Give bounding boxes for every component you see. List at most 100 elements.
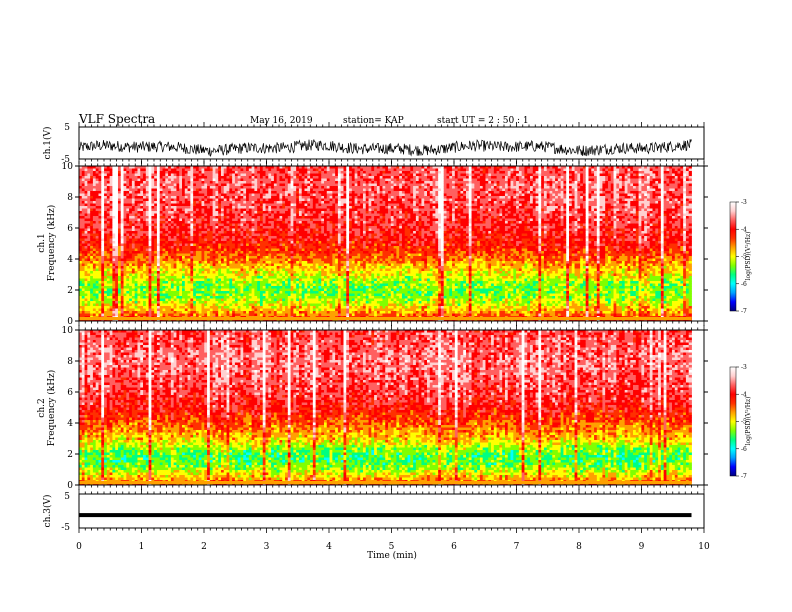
spectrogram-cell	[90, 181, 93, 184]
spectrogram-cell	[104, 254, 107, 257]
spectrogram-cell	[121, 251, 124, 254]
spectrogram-cell	[132, 169, 135, 172]
spectrogram-cell	[87, 214, 90, 217]
spectrogram-cell	[82, 229, 85, 232]
spectrogram-cell	[135, 294, 138, 297]
spectrogram-cell	[121, 284, 124, 287]
spectrogram-cell	[129, 271, 132, 274]
spectrogram-cell	[137, 249, 140, 252]
spectrogram-cell	[126, 306, 129, 309]
spectrogram-cell	[118, 241, 121, 244]
spectrogram-cell	[87, 271, 90, 274]
spectrogram-cell	[121, 206, 124, 209]
spectrogram-cell	[126, 254, 129, 257]
spectrogram-cell	[137, 214, 140, 217]
spectrogram-cell	[124, 176, 127, 179]
spectrogram-cell	[90, 179, 93, 182]
spectrogram-cell	[121, 229, 124, 232]
spectrogram-cell	[96, 291, 99, 294]
spectrogram-cell	[129, 176, 132, 179]
spectrogram-cell	[124, 229, 127, 232]
spectrogram-cell	[110, 169, 113, 172]
spectrogram-cell	[93, 236, 96, 239]
spectrogram-cell	[118, 206, 121, 209]
spectrogram-cell	[121, 286, 124, 289]
spectrogram-cell	[87, 224, 90, 227]
spectrogram-cell	[124, 309, 127, 312]
spectrogram-cell	[118, 224, 121, 227]
ch1-spectrogram	[79, 166, 692, 321]
spectrogram-cell	[82, 266, 85, 269]
spectrogram-cell	[107, 234, 110, 237]
spectrogram-cell	[126, 249, 129, 252]
spectrogram-cell	[87, 304, 90, 307]
spectrogram-cell	[93, 221, 96, 224]
spectrogram-cell	[121, 276, 124, 279]
spectrogram-cell	[118, 171, 121, 174]
spectrogram-cell	[129, 236, 132, 239]
spectrogram-cell	[93, 281, 96, 284]
spectrogram-cell	[90, 281, 93, 284]
spectrogram-cell	[129, 286, 132, 289]
spectrogram-cell	[118, 259, 121, 262]
spectrogram-cell	[87, 171, 90, 174]
spectrogram-cell	[93, 196, 96, 199]
spectrogram-cell	[93, 284, 96, 287]
spectrogram-cell	[107, 236, 110, 239]
spectrogram-cell	[98, 246, 101, 249]
spectrogram-cell	[82, 214, 85, 217]
spectrogram-cell	[137, 244, 140, 247]
spectrogram-cell	[137, 256, 140, 259]
spectrogram-cell	[101, 276, 104, 279]
spectrogram-cell	[104, 304, 107, 307]
spectrogram-cell	[85, 184, 88, 187]
spectrogram-cell	[98, 286, 101, 289]
spectrogram-cell	[96, 214, 99, 217]
spectrogram-cell	[107, 249, 110, 252]
spectrogram-cell	[110, 299, 113, 302]
spectrogram-cell	[85, 206, 88, 209]
spectrogram-cell	[118, 304, 121, 307]
spectrogram-cell	[90, 271, 93, 274]
spectrogram-cell	[104, 226, 107, 229]
spectrogram-cell	[115, 216, 118, 219]
spectrogram-cell	[104, 216, 107, 219]
spectrogram-cell	[104, 239, 107, 242]
spectrogram-cell	[115, 289, 118, 292]
spectrogram-cell	[104, 219, 107, 222]
spectrogram-cell	[126, 231, 129, 234]
spectrogram-cell	[137, 264, 140, 267]
spectrogram-cell	[98, 311, 101, 314]
spectrogram-cell	[118, 311, 121, 314]
spectrogram-cell	[85, 254, 88, 257]
spectrogram-cell	[82, 314, 85, 317]
spectrogram-cell	[107, 274, 110, 277]
spectrogram-cell	[90, 251, 93, 254]
spectrogram-cell	[104, 236, 107, 239]
spectrogram-cell	[107, 276, 110, 279]
spectrogram-cell	[135, 189, 138, 192]
spectrogram-cell	[129, 201, 132, 204]
spectrogram-cell	[132, 314, 135, 317]
spectrogram-cell	[132, 274, 135, 277]
spectrogram-cell	[107, 259, 110, 262]
spectrogram-cell	[135, 239, 138, 242]
spectrogram-cell	[121, 184, 124, 187]
spectrogram-cell	[110, 204, 113, 207]
spectrogram-cell	[96, 264, 99, 267]
spectrogram-cell	[115, 244, 118, 247]
spectrogram-cell	[104, 311, 107, 314]
spectrogram-cell	[115, 204, 118, 207]
spectrogram-cell	[126, 234, 129, 237]
spectrogram-cell	[98, 216, 101, 219]
spectrogram-cell	[110, 281, 113, 284]
spectrogram-cell	[96, 274, 99, 277]
spectrogram-cell	[98, 189, 101, 192]
spectrogram-cell	[112, 284, 115, 287]
spectrogram-cell	[110, 189, 113, 192]
spectrogram-cell	[85, 229, 88, 232]
spectrogram-cell	[107, 191, 110, 194]
spectrogram-cell	[90, 314, 93, 317]
spectrogram-cell	[98, 284, 101, 287]
spectrogram-cell	[110, 306, 113, 309]
